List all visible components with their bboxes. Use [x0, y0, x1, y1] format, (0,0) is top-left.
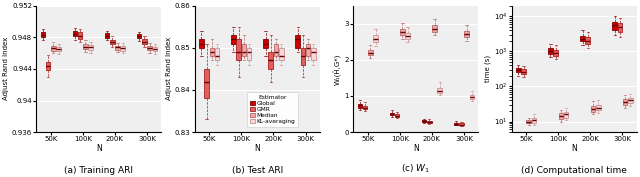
X-axis label: N: N	[96, 144, 102, 153]
Y-axis label: Adjust Rand Index: Adjust Rand Index	[3, 37, 9, 101]
PathPatch shape	[612, 22, 617, 30]
PathPatch shape	[51, 46, 56, 51]
PathPatch shape	[215, 48, 220, 60]
X-axis label: N: N	[572, 144, 577, 153]
PathPatch shape	[147, 46, 152, 50]
X-axis label: N: N	[255, 144, 260, 153]
PathPatch shape	[363, 106, 367, 109]
Legend: Global, GMR, Median, KL-averaging: Global, GMR, Median, KL-averaging	[246, 92, 298, 127]
Y-axis label: Adjust Rand Index: Adjust Rand Index	[166, 37, 172, 101]
PathPatch shape	[263, 39, 268, 48]
PathPatch shape	[137, 34, 141, 38]
PathPatch shape	[120, 46, 125, 51]
PathPatch shape	[152, 47, 157, 51]
PathPatch shape	[521, 69, 526, 74]
PathPatch shape	[368, 50, 372, 55]
PathPatch shape	[105, 33, 109, 38]
PathPatch shape	[209, 48, 214, 56]
PathPatch shape	[46, 62, 51, 70]
PathPatch shape	[247, 48, 252, 60]
PathPatch shape	[596, 105, 600, 110]
PathPatch shape	[459, 124, 464, 125]
PathPatch shape	[274, 44, 278, 56]
PathPatch shape	[623, 99, 627, 105]
PathPatch shape	[432, 25, 437, 32]
PathPatch shape	[400, 29, 404, 35]
PathPatch shape	[548, 48, 553, 54]
PathPatch shape	[78, 32, 83, 39]
Y-axis label: time (s): time (s)	[484, 55, 491, 82]
PathPatch shape	[242, 44, 246, 56]
PathPatch shape	[88, 45, 93, 50]
PathPatch shape	[306, 44, 310, 56]
PathPatch shape	[311, 48, 316, 60]
PathPatch shape	[269, 52, 273, 69]
PathPatch shape	[142, 39, 147, 44]
PathPatch shape	[591, 106, 595, 112]
PathPatch shape	[618, 23, 622, 32]
PathPatch shape	[454, 123, 458, 125]
Text: (b) Test ARI: (b) Test ARI	[232, 166, 283, 175]
PathPatch shape	[279, 48, 284, 60]
PathPatch shape	[437, 88, 442, 93]
PathPatch shape	[115, 46, 120, 50]
PathPatch shape	[296, 35, 300, 48]
PathPatch shape	[554, 50, 558, 56]
PathPatch shape	[204, 69, 209, 98]
Text: (d) Computational time: (d) Computational time	[522, 166, 627, 175]
PathPatch shape	[580, 36, 585, 41]
PathPatch shape	[422, 120, 426, 122]
PathPatch shape	[40, 32, 45, 37]
PathPatch shape	[373, 35, 378, 42]
Y-axis label: W₁(Ĥ,G*): W₁(Ĥ,G*)	[334, 53, 342, 85]
PathPatch shape	[564, 112, 568, 118]
PathPatch shape	[236, 39, 241, 60]
PathPatch shape	[301, 48, 305, 65]
PathPatch shape	[559, 113, 563, 119]
PathPatch shape	[110, 40, 115, 44]
PathPatch shape	[83, 44, 88, 49]
PathPatch shape	[231, 35, 236, 44]
PathPatch shape	[516, 68, 521, 72]
PathPatch shape	[56, 47, 61, 52]
PathPatch shape	[405, 33, 410, 39]
PathPatch shape	[358, 104, 362, 108]
PathPatch shape	[527, 120, 531, 123]
PathPatch shape	[390, 113, 394, 115]
PathPatch shape	[586, 37, 590, 44]
PathPatch shape	[395, 114, 399, 117]
PathPatch shape	[73, 31, 77, 36]
PathPatch shape	[427, 121, 431, 123]
Text: (a) Training ARI: (a) Training ARI	[65, 166, 133, 175]
PathPatch shape	[464, 31, 469, 37]
PathPatch shape	[199, 39, 204, 48]
PathPatch shape	[532, 118, 536, 123]
PathPatch shape	[470, 95, 474, 99]
X-axis label: N: N	[413, 144, 419, 153]
Text: (c) $W_1$: (c) $W_1$	[401, 163, 431, 175]
PathPatch shape	[628, 98, 632, 103]
